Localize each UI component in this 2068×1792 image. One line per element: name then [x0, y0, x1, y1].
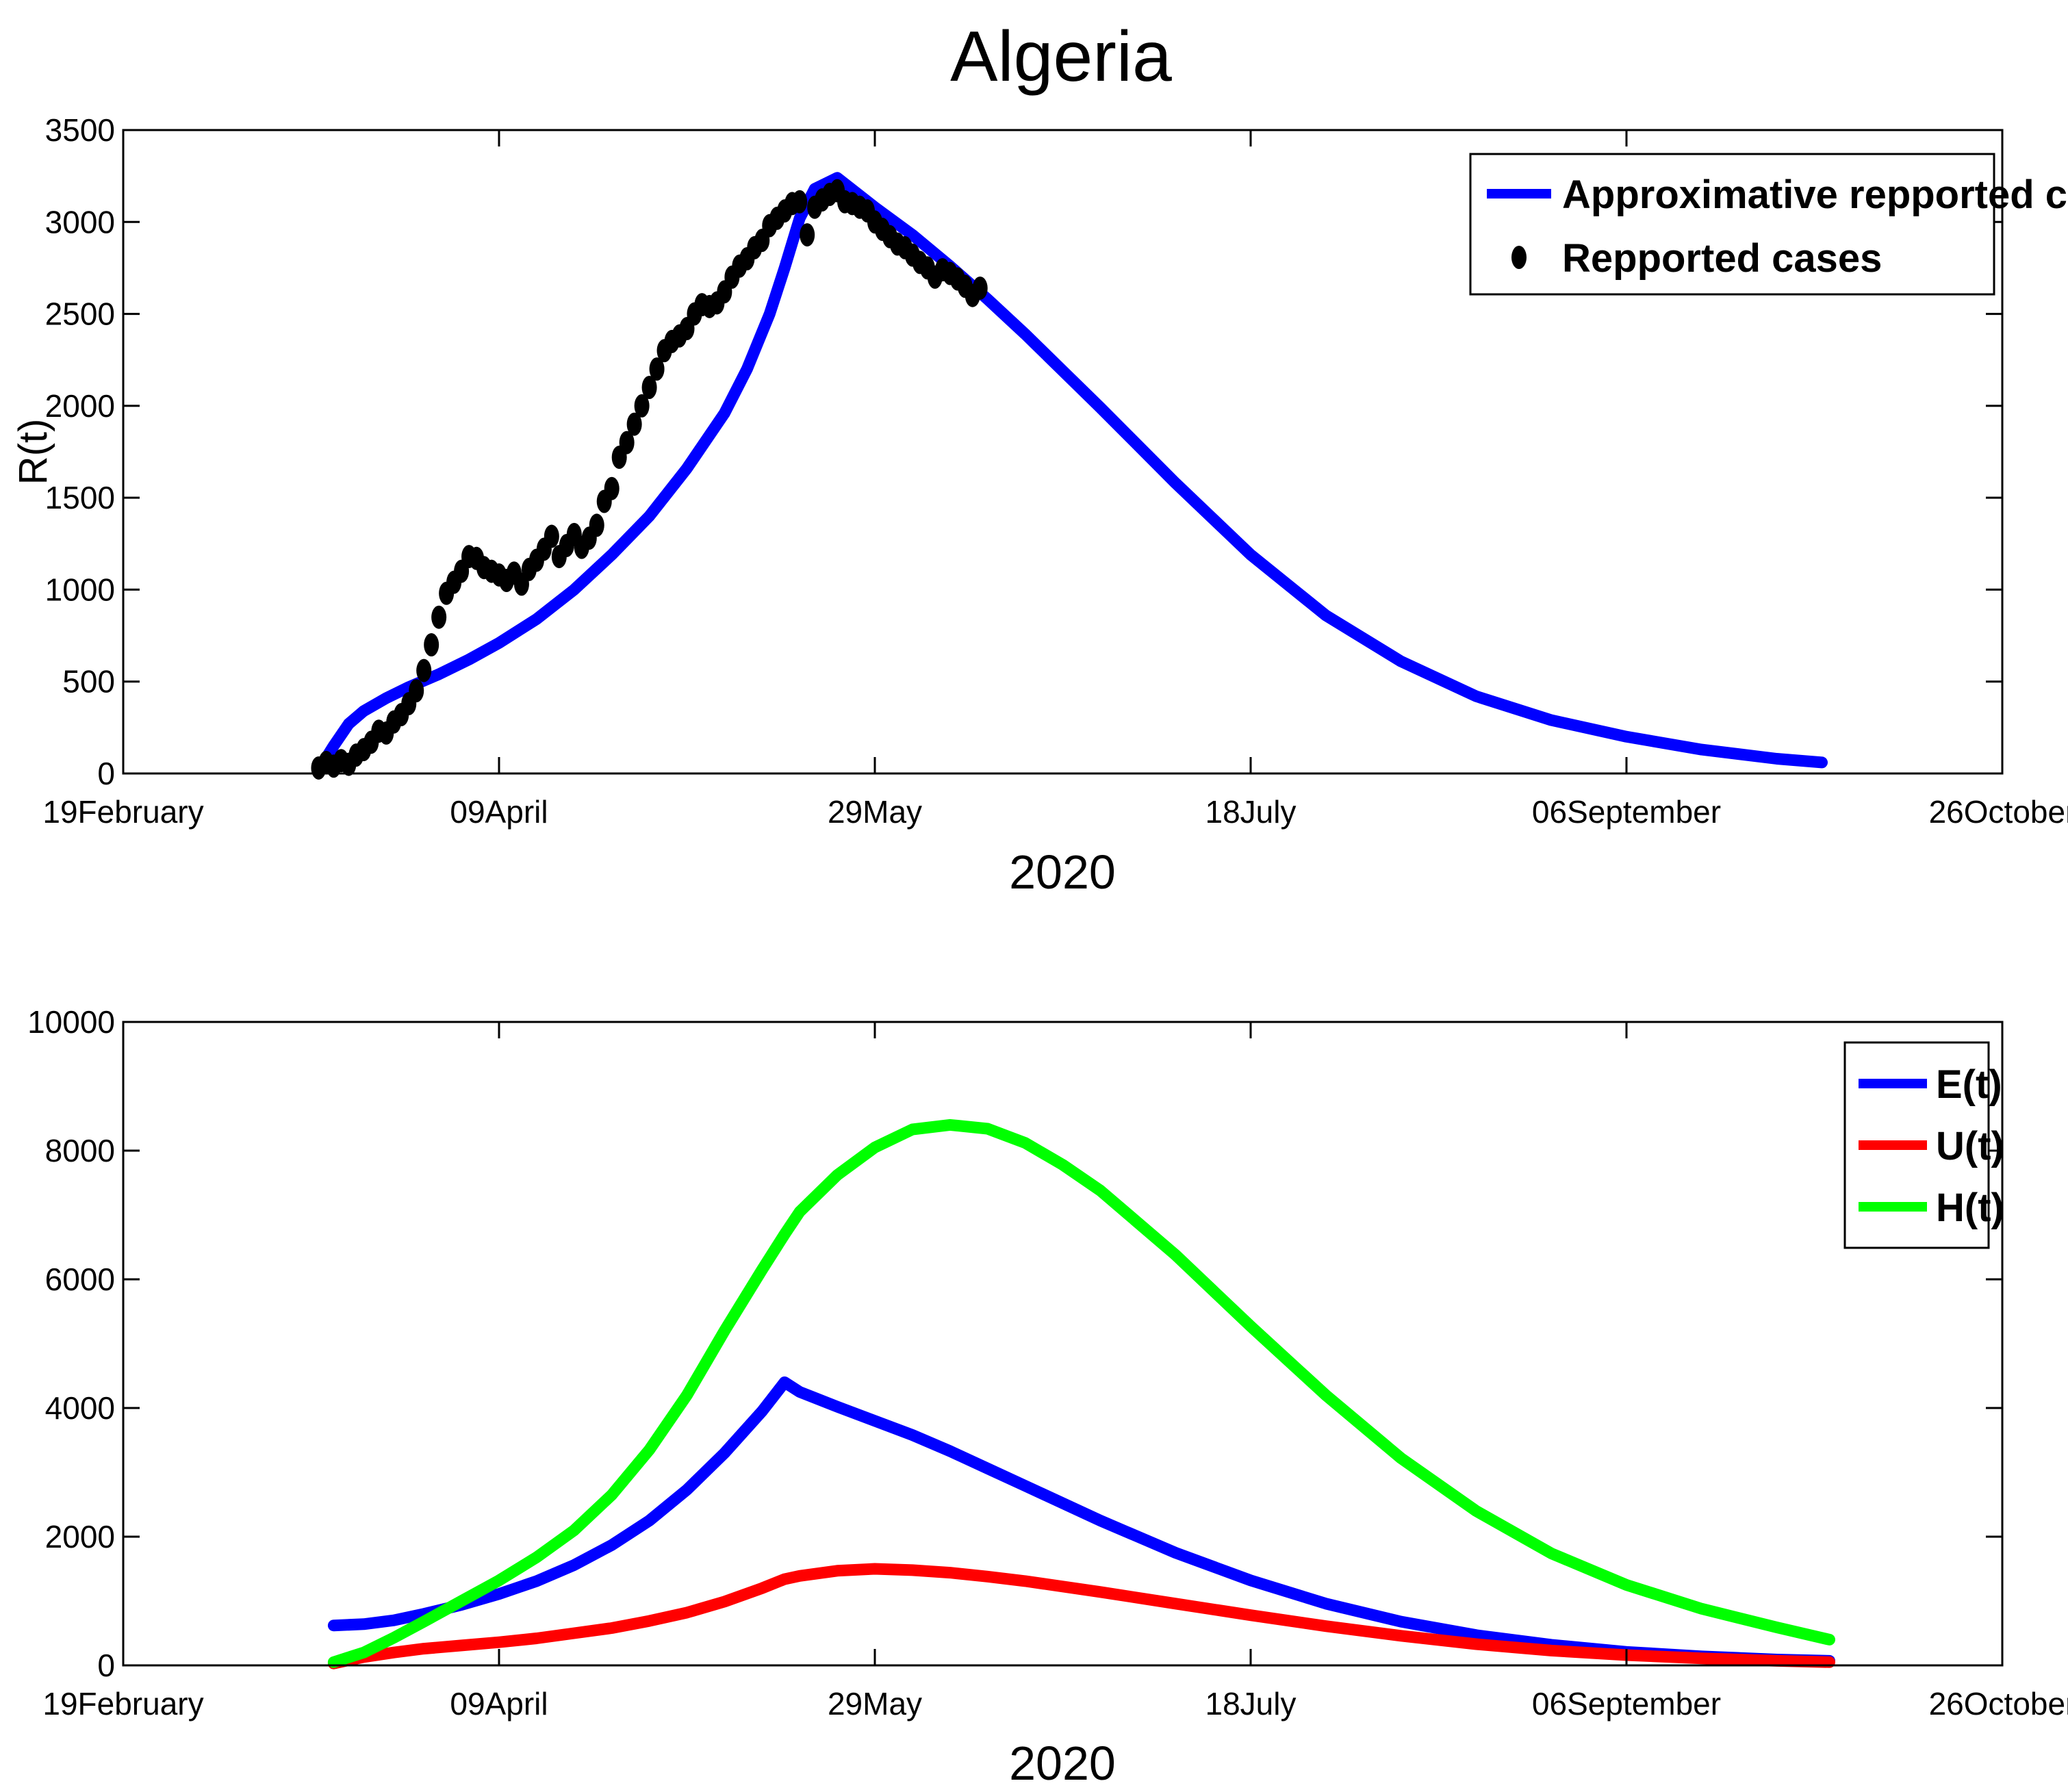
bottom-y-tick-label: 10000 — [27, 1004, 115, 1040]
top-y-tick-label: 1500 — [45, 480, 115, 515]
top-x-tick-label: 06September — [1532, 794, 1721, 830]
bottom-x-tick-label: 06September — [1532, 1686, 1721, 1721]
top-x-tick-label: 18July — [1205, 794, 1297, 830]
figure-title: Algeria — [950, 17, 1172, 97]
bottom-x-tick-label: 29May — [828, 1686, 922, 1721]
data-point — [649, 357, 665, 381]
top-y-tick-label: 3500 — [45, 112, 115, 148]
top-y-tick-label: 1000 — [45, 572, 115, 607]
top-y-tick-label: 500 — [62, 664, 115, 700]
bottom-legend: E(t) U(t) H(t) — [1843, 1041, 2004, 1249]
bottom-x-axis-label: 2020 — [1009, 1737, 1116, 1790]
top-panel: 19February 09April 29May 18July 06September 2… — [11, 112, 2068, 899]
bottom-x-tick-label: 19February — [42, 1686, 203, 1721]
legend-label-h: H(t) — [1936, 1186, 2004, 1230]
bottom-panel: 19February 09April 29May 18July 06September 2… — [27, 1004, 2068, 1790]
series-repported-cases — [311, 179, 988, 780]
top-x-tick-label: 19February — [42, 794, 203, 830]
top-plot-area — [311, 172, 1828, 780]
data-point — [792, 190, 808, 214]
bottom-x-tick-label: 26October — [1929, 1686, 2068, 1721]
legend-label-reported: Repported cases — [1562, 236, 1882, 281]
series-line-e-t — [327, 1376, 1835, 1667]
bottom-y-tick-label: 8000 — [45, 1133, 115, 1168]
data-point — [431, 605, 447, 629]
top-x-tick-label: 09April — [450, 794, 548, 830]
data-point — [626, 412, 642, 436]
data-point — [424, 633, 439, 656]
bottom-plot-area — [327, 1118, 1835, 1669]
data-point — [619, 431, 635, 455]
bottom-x-tick-label: 09April — [450, 1686, 548, 1721]
top-x-axis-label: 2020 — [1009, 845, 1116, 899]
data-point — [416, 658, 432, 682]
top-ticks: 19February 09April 29May 18July 06September 2… — [42, 112, 2068, 830]
legend-label-e: E(t) — [1936, 1062, 2002, 1107]
data-point — [604, 476, 620, 500]
data-point — [634, 394, 650, 418]
data-point — [544, 524, 559, 548]
bottom-axes-box — [122, 1021, 2004, 1667]
top-y-tick-label: 0 — [97, 756, 115, 791]
data-point — [589, 513, 604, 537]
top-x-tick-label: 26October — [1929, 794, 2068, 830]
top-x-tick-label: 29May — [828, 794, 922, 830]
bottom-y-tick-label: 6000 — [45, 1262, 115, 1297]
bottom-ticks: 19February 09April 29May 18July 06September 2… — [27, 1004, 2068, 1721]
bottom-x-tick-label: 18July — [1205, 1686, 1297, 1721]
series-line-u-t — [327, 1563, 1835, 1669]
top-axes-box — [122, 129, 2004, 775]
top-y-tick-label: 2500 — [45, 296, 115, 332]
legend-label-approximative: Approximative repported cases — [1562, 172, 2068, 217]
data-point — [641, 376, 657, 399]
legend-label-u: U(t) — [1936, 1124, 2004, 1168]
top-y-tick-label: 3000 — [45, 204, 115, 240]
top-y-tick-label: 2000 — [45, 388, 115, 424]
bottom-y-tick-label: 2000 — [45, 1519, 115, 1554]
top-legend: Approximative repported cases Repported … — [1469, 153, 2068, 296]
data-point — [800, 223, 815, 247]
data-point — [972, 276, 988, 300]
bottom-y-tick-label: 4000 — [45, 1390, 115, 1426]
series-line-approximative-repported-cases — [313, 172, 1828, 776]
bottom-y-tick-label: 0 — [97, 1648, 115, 1683]
top-y-axis-label: R(t) — [11, 419, 55, 485]
data-point — [409, 679, 424, 703]
legend-swatch-reported — [1511, 246, 1527, 269]
series-line-h-t — [327, 1118, 1835, 1668]
top-legend-box — [1469, 153, 1995, 296]
